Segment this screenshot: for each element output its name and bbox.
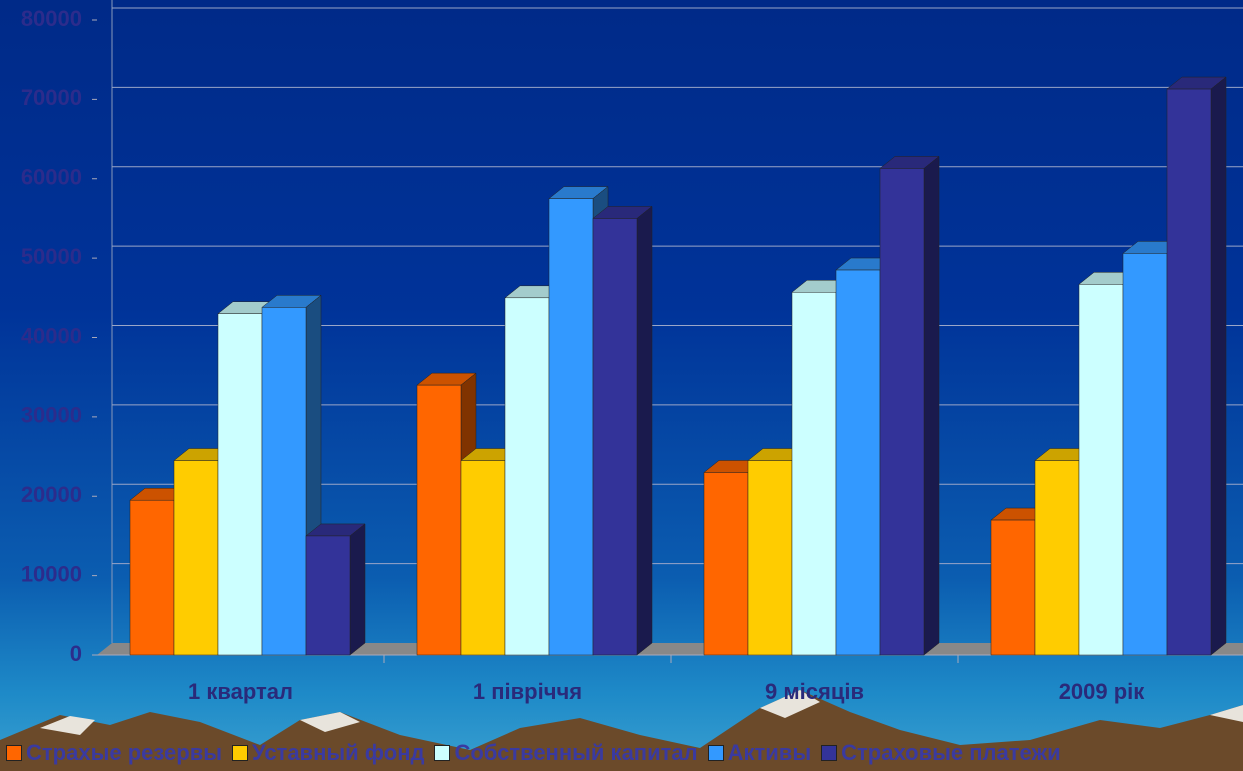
snow	[40, 716, 95, 735]
legend-label: Страховые платежи	[841, 740, 1061, 765]
bar	[173, 460, 219, 656]
bar	[1122, 253, 1168, 656]
bar	[305, 535, 351, 656]
y-tick-label: 40000	[21, 323, 82, 348]
x-tick-label: 1 квартал	[188, 679, 293, 704]
legend-item: Активы	[707, 740, 812, 766]
snow	[1210, 705, 1243, 722]
floor	[97, 643, 1243, 655]
legend-item: Страхые резервы	[6, 740, 222, 766]
y-tick-label: 80000	[21, 6, 82, 31]
bar	[460, 460, 506, 656]
x-tick-label: 1 півріччя	[473, 679, 582, 704]
legend-swatch	[707, 745, 724, 761]
legend-swatch	[434, 745, 451, 761]
legend-item: Страховые платежи	[821, 740, 1061, 766]
plot: 0 10000 20000 30000 40000 50000 60000 70000 8000…	[21, 0, 1243, 704]
y-tick-label: 50000	[21, 244, 82, 269]
legend-label: Собственный капитал	[454, 740, 698, 765]
legend-swatch	[821, 745, 838, 761]
bar	[879, 168, 925, 656]
x-tick-label: 2009 рік	[1059, 679, 1146, 704]
bar-side	[923, 155, 940, 656]
bar	[416, 384, 462, 656]
y-tick-label: 0	[70, 641, 82, 666]
bar	[747, 460, 793, 656]
bar	[703, 472, 749, 656]
legend-label: Страхые резервы	[26, 740, 223, 765]
legend-label: Активы	[727, 740, 812, 765]
legend-swatch	[6, 745, 22, 761]
legend: Страхые резервы Уставный фонд Собственный …	[6, 740, 1061, 766]
legend-item: Собственный капитал	[434, 740, 698, 766]
y-tick-label: 20000	[21, 482, 82, 507]
bar	[548, 198, 594, 656]
bar-side	[349, 523, 366, 656]
bar	[990, 519, 1036, 656]
snow	[760, 690, 820, 718]
y-tick-label: 60000	[21, 165, 82, 190]
y-tick-label: 30000	[21, 403, 82, 428]
bar-side	[1210, 76, 1227, 656]
y-tick-label: 10000	[21, 561, 82, 586]
snow	[300, 712, 360, 732]
x-tick-label: 9 місяців	[765, 679, 864, 704]
bar	[1078, 284, 1124, 656]
bar	[261, 307, 307, 656]
bar	[791, 292, 837, 656]
mountains	[0, 690, 1243, 771]
bar	[217, 313, 263, 656]
bar	[504, 297, 550, 656]
legend-label: Уставный фонд	[252, 740, 425, 765]
legend-item: Уставный фонд	[232, 740, 424, 766]
bar-side	[636, 205, 653, 656]
bar	[592, 218, 638, 656]
bar	[1034, 460, 1080, 656]
bar	[835, 269, 881, 656]
mountain-range	[0, 690, 1243, 771]
bar	[129, 499, 175, 656]
legend-swatch	[232, 745, 249, 761]
y-tick-label: 70000	[21, 85, 82, 110]
bar	[1166, 88, 1212, 656]
